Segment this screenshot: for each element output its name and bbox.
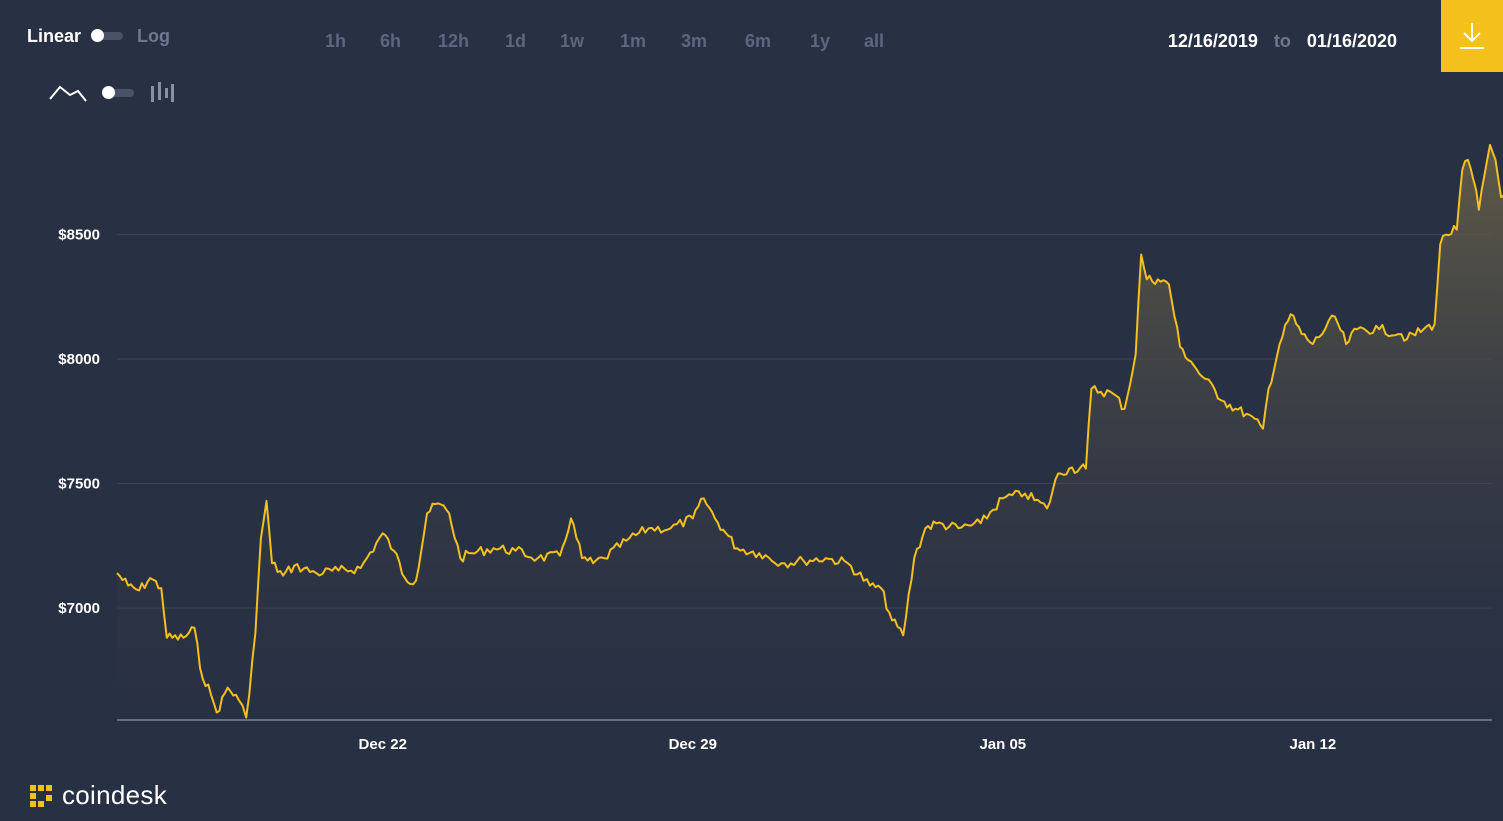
- x-axis: Dec 22 Dec 29 Jan 05 Jan 12: [359, 736, 1337, 753]
- y-tick-label: $8000: [58, 351, 100, 368]
- scale-switch[interactable]: [91, 29, 124, 42]
- range-1w[interactable]: 1w: [560, 31, 585, 51]
- y-axis: $7000 $7500 $8000 $8500: [58, 227, 100, 617]
- scale-toggle: Linear Log: [27, 24, 170, 48]
- x-tick-label: Dec 29: [669, 736, 717, 753]
- date-to[interactable]: 01/16/2020: [1306, 31, 1397, 51]
- x-tick-label: Jan 05: [979, 736, 1026, 753]
- download-icon: [1460, 23, 1484, 49]
- price-line: [116, 143, 1503, 719]
- range-all[interactable]: all: [864, 31, 885, 51]
- range-1d[interactable]: 1d: [505, 31, 527, 51]
- date-range: 12/16/2019 to 01/16/2020: [1168, 31, 1397, 52]
- price-area: [117, 144, 1503, 720]
- x-tick-label: Jan 12: [1289, 736, 1336, 753]
- scale-linear-label[interactable]: Linear: [27, 25, 82, 46]
- range-3m[interactable]: 3m: [681, 31, 708, 51]
- line-chart-icon[interactable]: [48, 81, 88, 105]
- download-button[interactable]: [1441, 0, 1503, 72]
- chart-type-switch-knob: [102, 86, 115, 99]
- candlestick-icon[interactable]: [148, 80, 176, 106]
- chart-type-switch[interactable]: [102, 86, 134, 99]
- x-tick-label: Dec 22: [359, 736, 407, 753]
- y-tick-label: $8500: [58, 227, 100, 244]
- y-tick-label: $7000: [58, 600, 100, 617]
- scale-switch-knob: [91, 29, 105, 42]
- date-from[interactable]: 12/16/2019: [1167, 31, 1258, 51]
- range-1m[interactable]: 1m: [620, 31, 647, 51]
- y-tick-label: $7500: [58, 476, 100, 493]
- range-12h[interactable]: 12h: [438, 31, 470, 51]
- scale-log-label[interactable]: Log: [137, 25, 171, 46]
- brand-logo: coindesk: [28, 780, 167, 811]
- range-1y[interactable]: 1y: [810, 31, 831, 51]
- range-6m[interactable]: 6m: [745, 31, 772, 51]
- chart-type-toggle: [48, 78, 176, 108]
- range-1h[interactable]: 1h: [325, 31, 347, 51]
- range-6h[interactable]: 6h: [380, 31, 402, 51]
- brand-name: coindesk: [62, 780, 168, 810]
- coindesk-logo-icon: [30, 784, 52, 807]
- date-to-label: to: [1273, 31, 1291, 51]
